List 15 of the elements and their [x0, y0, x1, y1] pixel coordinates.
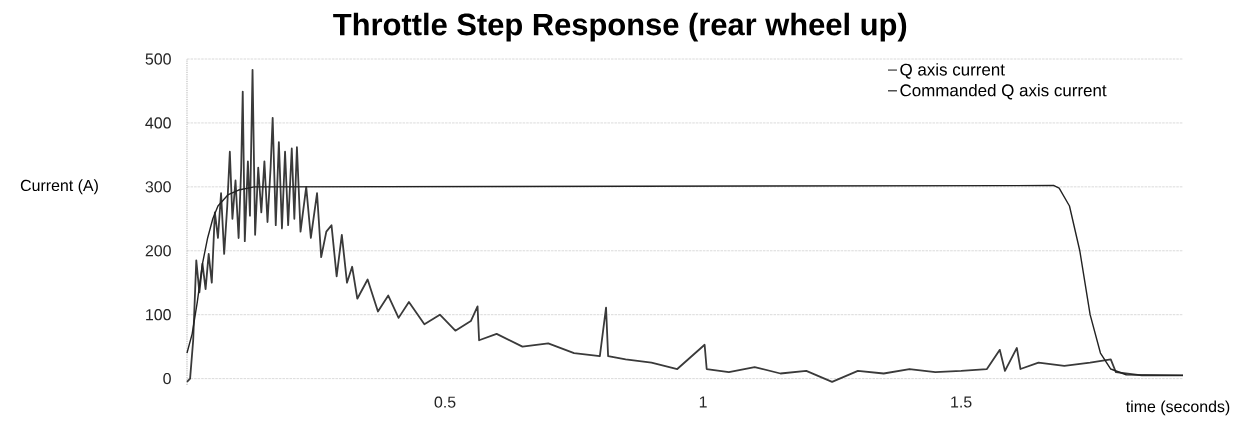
y-tick-label: 0	[163, 372, 171, 385]
y-tick-label: 500	[145, 53, 171, 65]
x-tick-label: 1.5	[951, 396, 972, 408]
y-tick-label: 200	[145, 245, 171, 257]
x-tick-label: 1	[699, 396, 707, 408]
legend-label: Q axis current	[900, 63, 1005, 79]
y-tick-label: 100	[146, 309, 171, 321]
y-tick-label: 400	[145, 117, 171, 129]
x-axis-title: time (seconds)	[1126, 400, 1230, 416]
chart-title: Throttle Step Response (rear wheel up)	[333, 12, 907, 42]
legend-label: Commanded Q axis current	[900, 83, 1107, 100]
y-tick-label: 300	[145, 181, 171, 193]
line-series	[186, 184, 1184, 377]
y-axis-title: Current (A)	[20, 179, 98, 195]
x-tick-label: 0.5	[434, 396, 456, 408]
